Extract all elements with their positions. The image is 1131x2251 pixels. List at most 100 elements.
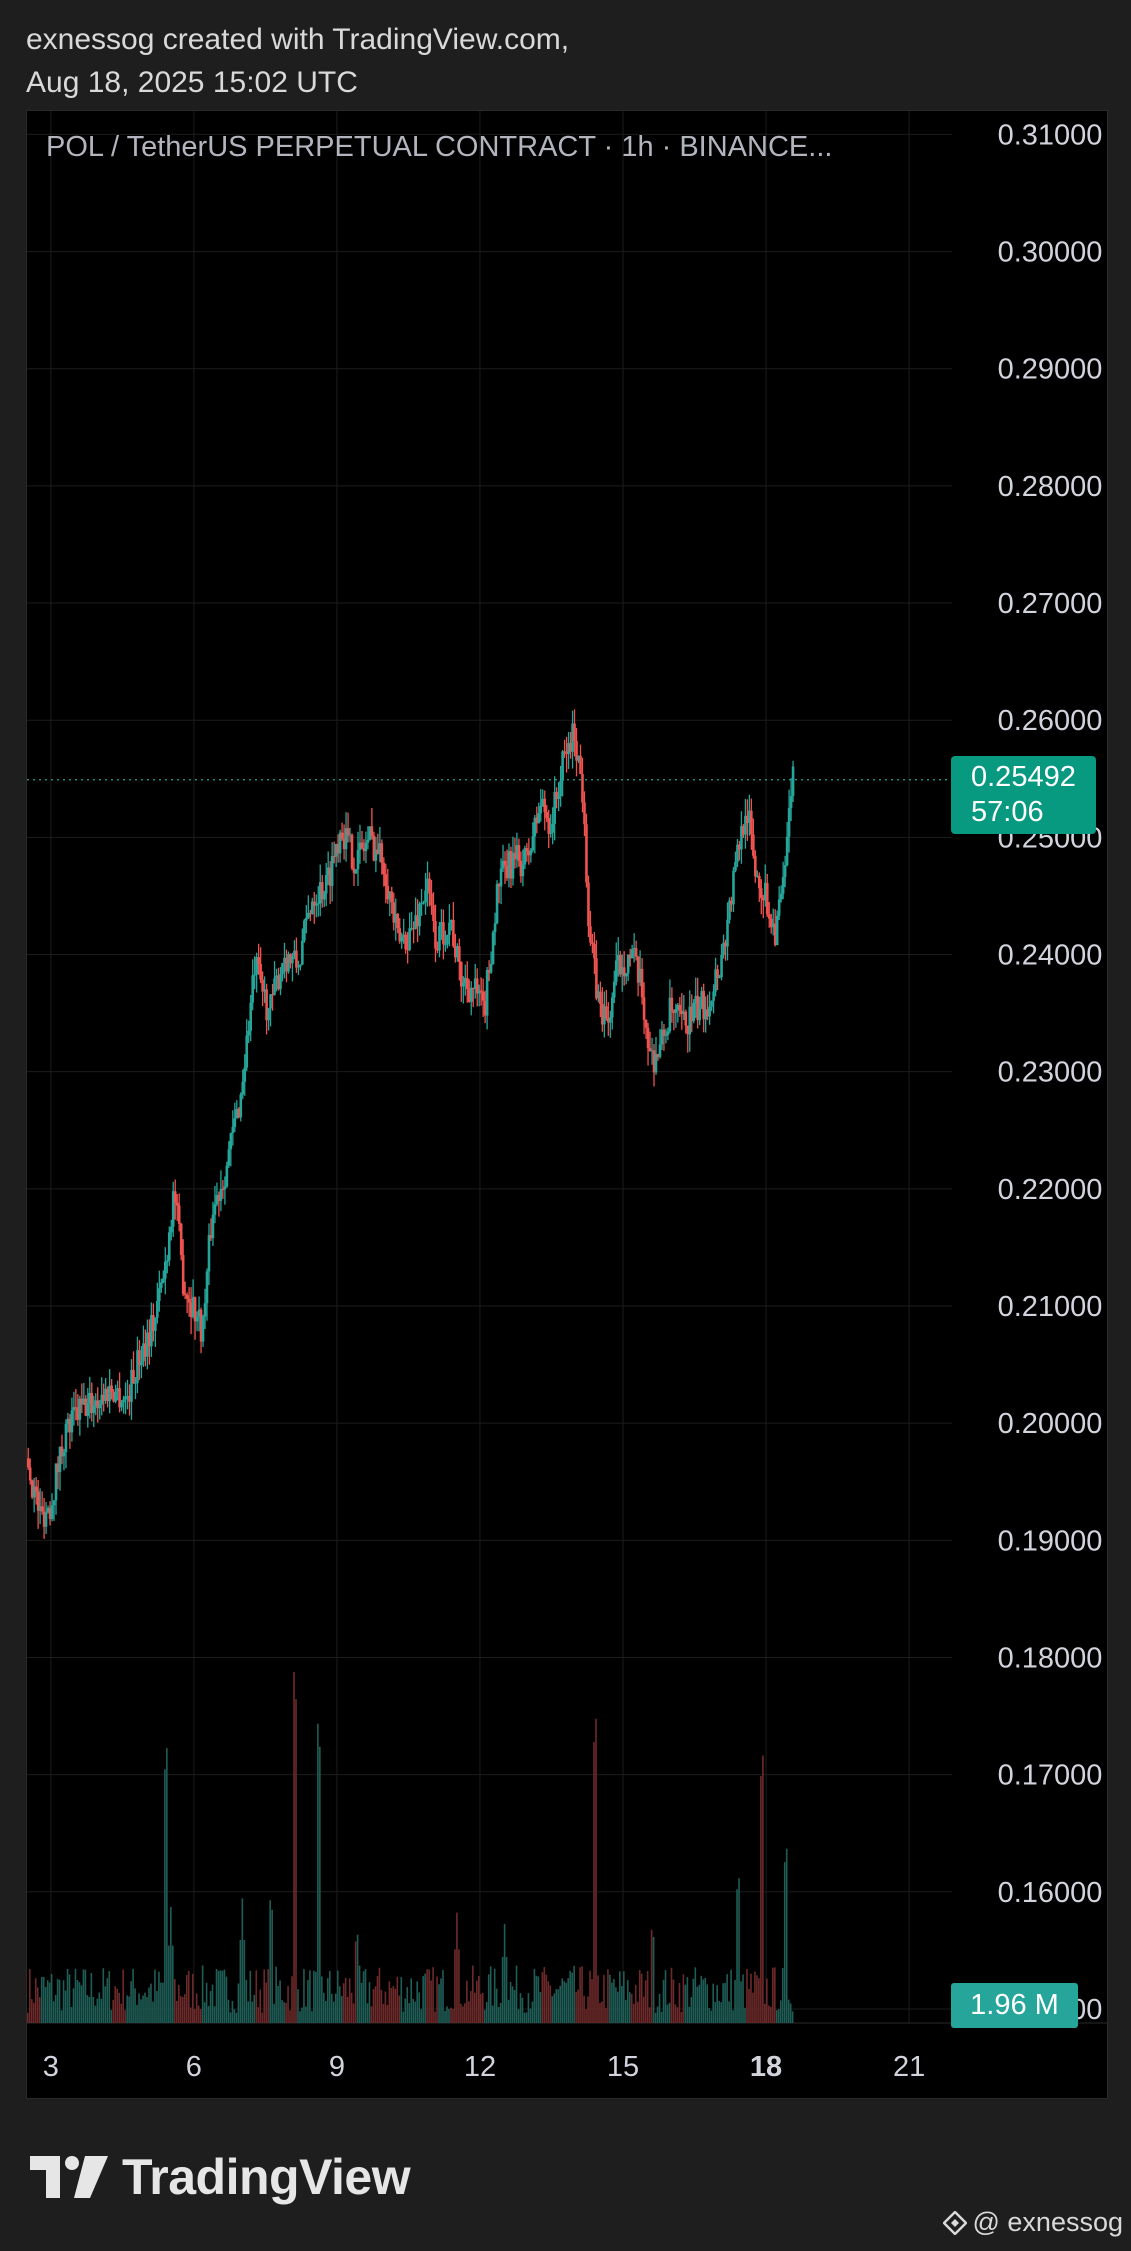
volume-bar — [108, 1971, 111, 2023]
author-credit[interactable]: @ exnessog — [942, 2207, 1123, 2238]
last-price-value: 0.25492 — [971, 761, 1076, 793]
candle-body — [364, 842, 368, 852]
volume-bar — [225, 1976, 228, 2023]
volume-bar — [545, 1974, 548, 2023]
time-tick-label: 12 — [464, 2051, 496, 2083]
volume-bar — [760, 1776, 762, 2023]
volume-bar — [430, 1980, 432, 2023]
candle-body — [477, 990, 481, 994]
candle-body — [68, 1418, 72, 1433]
volume-bar — [656, 2006, 659, 2023]
candle-body — [243, 1067, 247, 1082]
candle-body — [436, 948, 439, 951]
candle-body — [338, 832, 342, 854]
symbol-legend[interactable]: POL / TetherUS PERPETUAL CONTRACT · 1h ·… — [46, 131, 833, 163]
volume-bar — [634, 1984, 637, 2023]
candle-body — [690, 1006, 694, 1022]
candle-body — [305, 917, 308, 921]
volume-bar — [527, 1993, 530, 2023]
candle-body — [104, 1388, 107, 1401]
candle-body — [571, 723, 574, 752]
volume-bar — [573, 1965, 575, 2023]
candle-body — [408, 928, 411, 950]
volume-bar — [388, 1981, 391, 2023]
volume-bar — [662, 1979, 665, 2023]
volume-bar — [660, 2011, 663, 2023]
candle-body — [775, 915, 779, 946]
candle-body — [628, 954, 632, 959]
time-tick-label: 3 — [43, 2051, 59, 2083]
time-tick-label: 6 — [186, 2051, 202, 2083]
volume-bar — [27, 2012, 29, 2023]
volume-bar — [140, 1999, 142, 2023]
candle-body — [310, 901, 314, 915]
volume-bar — [621, 1986, 623, 2023]
volume-bar — [277, 1985, 279, 2023]
volume-bar — [364, 1969, 367, 2023]
candle-body — [189, 1302, 193, 1318]
candle-body — [754, 855, 757, 877]
candle-body — [404, 934, 407, 950]
volume-bar — [76, 1980, 79, 2023]
volume-bar — [136, 2004, 138, 2023]
candle-body — [64, 1423, 68, 1453]
candle-body — [82, 1398, 86, 1405]
candle-body — [565, 751, 568, 755]
candle-body — [42, 1511, 46, 1527]
volume-bar — [571, 1972, 573, 2023]
price-tick-label: 0.20000 — [998, 1408, 1103, 1440]
candle-body — [525, 848, 529, 851]
candle-body — [487, 970, 491, 973]
candle-body — [158, 1288, 161, 1301]
candle-body — [624, 973, 628, 977]
volume-bar — [340, 1996, 343, 2023]
volume-bar — [464, 2003, 466, 2023]
volume-bar — [658, 1993, 661, 2023]
candle-body — [281, 963, 284, 974]
volume-bar — [150, 1983, 152, 2023]
volume-bar — [521, 1997, 524, 2023]
volume-bar — [475, 1980, 478, 2023]
volume-bar — [515, 1965, 518, 2023]
candle-body — [553, 791, 556, 824]
candle-body — [452, 920, 455, 946]
candle-body — [380, 843, 384, 863]
candle-body — [255, 957, 258, 975]
volume-bar — [617, 1991, 619, 2023]
candle-body — [716, 969, 719, 978]
volume-bar — [446, 2006, 448, 2023]
candle-body — [221, 1189, 225, 1191]
volume-bar — [607, 1969, 609, 2023]
candle-body — [120, 1402, 123, 1408]
volume-bar — [783, 1862, 786, 2023]
caption-author-line: exnessog created with TradingView.com, — [26, 23, 570, 56]
candle-body — [644, 1019, 648, 1028]
volume-bar — [466, 1980, 468, 2023]
price-tick-label: 0.28000 — [998, 471, 1103, 503]
candle-body — [134, 1382, 137, 1384]
volume-bar — [579, 1967, 581, 2023]
candle-body — [283, 957, 286, 964]
candle-body — [748, 810, 751, 823]
candle-body — [332, 856, 336, 858]
time-tick-label: 18 — [750, 2051, 782, 2083]
candle-body — [650, 1050, 654, 1052]
candle-body — [424, 890, 427, 903]
volume-bar — [132, 1968, 134, 2023]
volume-bar — [287, 1985, 289, 2023]
tradingview-logo[interactable]: TradingView — [30, 2148, 411, 2206]
chart-pane[interactable]: 0.31000 0.30000 0.29000 0.28000 0.27000 0.260… — [26, 110, 1108, 2099]
volume-bar — [285, 2002, 287, 2023]
candle-body — [130, 1369, 133, 1402]
volume-bar — [436, 1976, 438, 2023]
candle-body — [652, 1050, 656, 1073]
candle-body — [732, 870, 735, 905]
volume-bar — [686, 1977, 689, 2023]
volume-bar — [746, 1969, 748, 2023]
volume-bar — [352, 2003, 355, 2023]
candle-body — [491, 932, 495, 964]
candlestick-chart[interactable]: 0.31000 0.30000 0.29000 0.28000 0.27000 0.260… — [27, 111, 1107, 2098]
candle-body — [634, 948, 638, 957]
candle-body — [533, 817, 537, 837]
candle-body — [710, 1000, 713, 1007]
